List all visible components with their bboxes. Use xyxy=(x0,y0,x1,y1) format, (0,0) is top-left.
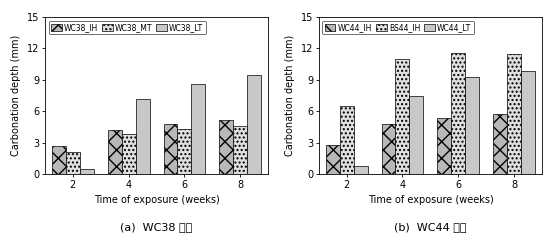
Y-axis label: Carbonation depth (mm): Carbonation depth (mm) xyxy=(11,35,21,156)
Bar xyxy=(438,118,452,174)
Bar xyxy=(339,106,353,174)
Bar xyxy=(191,84,205,174)
Bar xyxy=(353,166,368,174)
Bar xyxy=(107,130,122,174)
Bar xyxy=(452,53,465,174)
Text: (b)  WC44 배합: (b) WC44 배합 xyxy=(394,222,467,232)
Bar xyxy=(493,114,508,174)
X-axis label: Time of exposure (weeks): Time of exposure (weeks) xyxy=(94,195,219,205)
Legend: WC44_IH, BS44_IH, WC44_LT: WC44_IH, BS44_IH, WC44_LT xyxy=(323,21,473,34)
Bar xyxy=(66,152,79,174)
Bar xyxy=(178,129,191,174)
Bar xyxy=(325,145,340,174)
Bar xyxy=(79,169,93,174)
X-axis label: Time of exposure (weeks): Time of exposure (weeks) xyxy=(368,195,493,205)
Bar xyxy=(247,75,262,174)
Bar xyxy=(122,134,136,174)
Bar xyxy=(136,99,150,174)
Bar xyxy=(409,96,424,174)
Legend: WC38_IH, WC38_MT, WC38_LT: WC38_IH, WC38_MT, WC38_LT xyxy=(49,21,206,34)
Text: (a)  WC38 배합: (a) WC38 배합 xyxy=(120,222,193,232)
Bar xyxy=(508,54,522,174)
Bar xyxy=(381,124,396,174)
Bar xyxy=(52,146,66,174)
Bar xyxy=(396,59,409,174)
Y-axis label: Carbonation depth (mm): Carbonation depth (mm) xyxy=(285,35,295,156)
Bar xyxy=(219,120,233,174)
Bar xyxy=(522,71,536,174)
Bar xyxy=(465,77,480,174)
Bar xyxy=(234,126,247,174)
Bar xyxy=(163,124,178,174)
